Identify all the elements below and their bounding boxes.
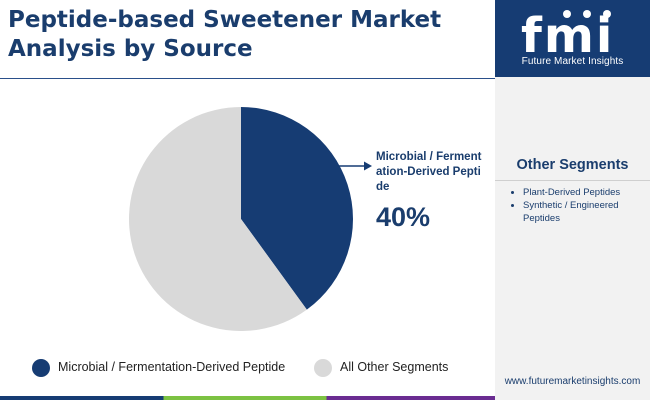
callout-arrow-icon — [364, 161, 372, 171]
site-url-link[interactable]: www.futuremarketinsights.com — [504, 376, 641, 387]
other-segments-divider — [495, 180, 650, 181]
header-divider — [0, 78, 495, 79]
other-segments-heading: Other Segments — [516, 157, 629, 173]
callout-percentage: 40% — [376, 202, 431, 232]
pie-slice-0 — [241, 107, 354, 310]
pie-chart — [129, 107, 372, 331]
callout-label: Microbial / Fermentation-Derived Peptide — [376, 151, 482, 193]
legend-label-other: All Other Segments — [340, 360, 449, 374]
page-title: Peptide-based Sweetener Market Analysis … — [8, 7, 442, 62]
side-panel: fmi Future Market Insights Other Segment… — [495, 0, 650, 400]
brand-tagline: Future Market Insights — [521, 56, 624, 67]
fmi-logo-icon: fmi — [521, 8, 612, 56]
legend-swatch-microbial — [32, 359, 50, 377]
list-item: Plant-Derived Peptides — [523, 186, 650, 199]
chart-legend: Microbial / Fermentation-Derived Peptide… — [0, 356, 495, 380]
brand-logo[interactable]: fmi Future Market Insights — [495, 0, 650, 77]
bottom-color-bar — [0, 396, 495, 400]
other-segments-list: Plant-Derived Peptides Synthetic / Engin… — [509, 186, 650, 225]
pie-slice-1 — [129, 107, 307, 331]
legend-swatch-other — [314, 359, 332, 377]
list-item: Synthetic / Engineered Peptides — [523, 199, 650, 225]
legend-label-microbial: Microbial / Fermentation-Derived Peptide — [58, 360, 286, 374]
